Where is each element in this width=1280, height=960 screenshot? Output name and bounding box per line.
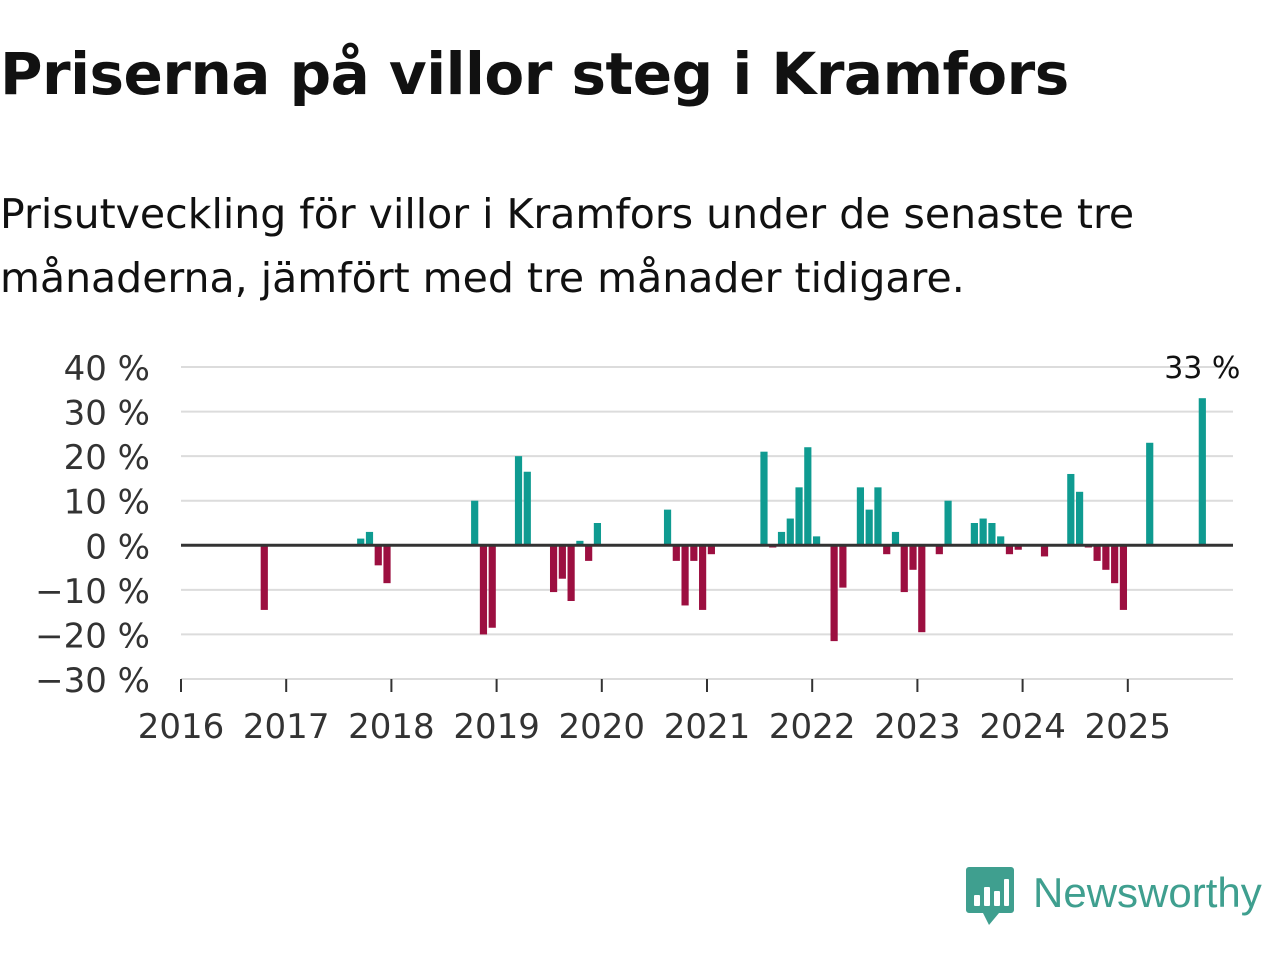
grid-lines: [181, 366, 1233, 680]
bar-2017-12: [383, 545, 391, 584]
chart-title: Priserna på villor steg i Kramfors: [0, 40, 1069, 108]
bar-2023-10: [997, 536, 1005, 546]
bar-2020-08: [663, 509, 672, 546]
x-tick-label: 2017: [243, 707, 330, 747]
y-tick-label: 40 %: [64, 349, 150, 389]
bar-2018-12: [488, 545, 496, 628]
bar-2023-03: [935, 545, 943, 555]
bar-2023-11: [1005, 545, 1014, 555]
bar-2022-12: [909, 545, 917, 570]
x-tick-label: 2023: [874, 707, 961, 747]
bars: [260, 398, 1206, 642]
x-tick-label: 2025: [1085, 707, 1172, 747]
bar-2022-09: [883, 545, 891, 555]
y-tick-label: 20 %: [64, 438, 150, 478]
bar-2023-12: [1014, 545, 1022, 550]
bar-2019-03: [514, 456, 523, 546]
bar-2020-10: [681, 545, 689, 606]
bar-2022-10: [891, 531, 900, 546]
bar-2024-11: [1111, 545, 1119, 584]
bar-2020-12: [699, 545, 707, 610]
bar-2022-06: [856, 487, 865, 546]
y-tick-label: 10 %: [64, 483, 150, 523]
bar-2024-09: [1093, 545, 1101, 561]
x-tick-label: 2020: [559, 707, 646, 747]
bar-2024-03: [1040, 545, 1049, 557]
bar-2024-12: [1119, 545, 1128, 610]
bar-2025-09: [1198, 398, 1206, 546]
y-tick-label: 30 %: [64, 394, 150, 434]
bar-2025-03: [1146, 442, 1154, 546]
bar-2019-11: [585, 545, 593, 561]
bar-2021-11: [795, 487, 803, 546]
bar-2020-11: [690, 545, 698, 561]
newsworthy-logo-icon: [966, 867, 1014, 925]
bar-2023-01: [918, 545, 926, 633]
bar-2022-03: [830, 545, 838, 642]
x-tick-label: 2019: [453, 707, 540, 747]
bar-2019-08: [558, 545, 566, 579]
y-tick-label: 0 %: [85, 527, 150, 567]
bar-2023-08: [979, 518, 987, 546]
bar-2019-10: [576, 540, 584, 546]
bar-2021-07: [760, 451, 768, 546]
bar-2017-09: [357, 538, 365, 546]
data-label-last: 33 %: [1164, 351, 1240, 386]
x-tick-label: 2024: [979, 707, 1066, 747]
bar-2022-07: [865, 509, 873, 546]
bar-2016-10: [260, 545, 268, 610]
x-tick-label: 2016: [138, 707, 225, 747]
bar-2019-12: [593, 523, 602, 546]
bar-2021-01: [707, 545, 715, 555]
bar-2019-04: [523, 471, 531, 546]
bar-2021-12: [804, 447, 812, 546]
bar-2018-10: [471, 500, 479, 546]
bar-2022-11: [900, 545, 908, 593]
x-tick-label: 2022: [769, 707, 856, 747]
y-tick-label: −20 %: [35, 616, 150, 656]
bar-2019-09: [567, 545, 575, 601]
bar-2023-04: [944, 500, 952, 546]
bar-2022-01: [812, 536, 821, 546]
bar-2024-10: [1102, 545, 1110, 570]
x-tick-label: 2021: [664, 707, 751, 747]
bar-2023-07: [970, 523, 978, 546]
y-tick-label: −30 %: [35, 661, 150, 701]
bar-2023-09: [988, 523, 996, 546]
chart-subtitle: Prisutveckling för villor i Kramfors und…: [0, 190, 1135, 302]
bar-2019-07: [549, 545, 558, 593]
bar-2022-04: [839, 545, 847, 588]
brand-logo: Newsworthy: [965, 864, 1262, 928]
bar-2018-11: [479, 545, 488, 635]
bar-2020-09: [672, 545, 680, 561]
labels: 40 % 30 %20 % 10 %0 % −10 %−20 % −30 % 2016 20…: [35, 349, 1240, 747]
bar-2024-07: [1075, 491, 1084, 546]
bar-2021-10: [786, 518, 794, 546]
bar-2017-10: [365, 531, 374, 546]
brand-name: Newsworthy: [1033, 869, 1262, 916]
axes: [180, 543, 1233, 692]
bar-2022-08: [874, 487, 882, 546]
x-tick-label: 2018: [348, 707, 435, 747]
bar-2017-11: [374, 545, 382, 566]
bar-2024-06: [1067, 473, 1075, 546]
y-tick-label: −10 %: [35, 572, 150, 612]
bar-2021-09: [777, 531, 786, 546]
